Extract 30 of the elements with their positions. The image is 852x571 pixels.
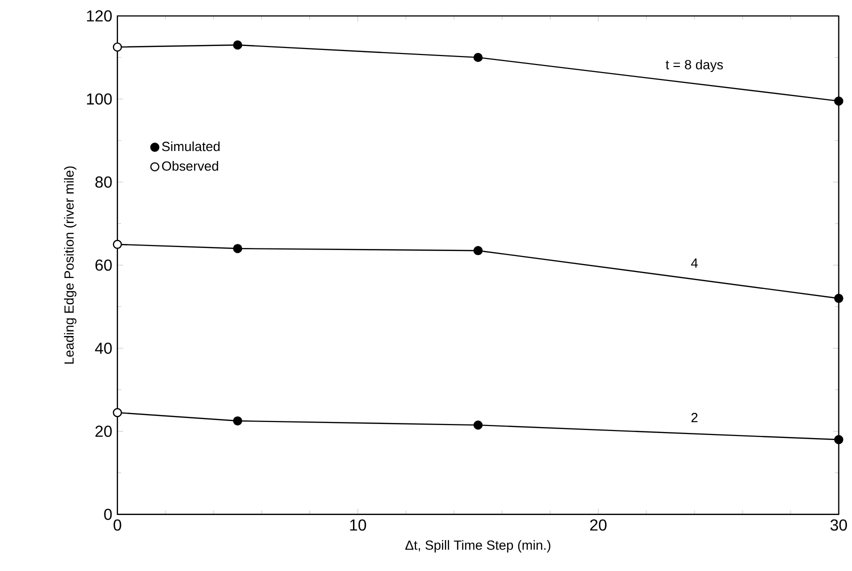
annotation: t = 8 days [666, 60, 723, 72]
x-tick-label: 10 [350, 519, 366, 531]
x-axis-title: Δt, Spill Time Step (min.) [405, 540, 550, 552]
y-tick-label: 120 [87, 10, 112, 22]
y-tick-label: 100 [87, 93, 112, 105]
point [473, 52, 483, 62]
point [473, 246, 483, 256]
point [233, 244, 242, 254]
point [233, 40, 242, 50]
point [473, 420, 483, 430]
y-tick-label: 40 [95, 342, 112, 354]
annotation: 4 [691, 258, 698, 268]
annotation: 2 [691, 412, 698, 422]
y-axis-title: Leading Edge Position (river mile) [64, 166, 76, 364]
y-tick-label: 80 [95, 176, 112, 188]
legend-label: Simulated [162, 141, 220, 152]
legend-label: Observed [162, 160, 218, 171]
point [112, 42, 122, 52]
point [834, 96, 844, 106]
point [233, 416, 242, 426]
x-tick-label: 30 [830, 519, 847, 531]
y-tick-label: 0 [104, 508, 112, 520]
point [834, 434, 844, 444]
y-tick-label: 20 [95, 426, 112, 437]
x-tick-label: 20 [590, 519, 607, 531]
point [112, 408, 122, 418]
point [834, 294, 844, 303]
point [112, 240, 122, 249]
y-tick-label: 60 [95, 259, 112, 271]
x-tick-label: 0 [114, 519, 122, 531]
